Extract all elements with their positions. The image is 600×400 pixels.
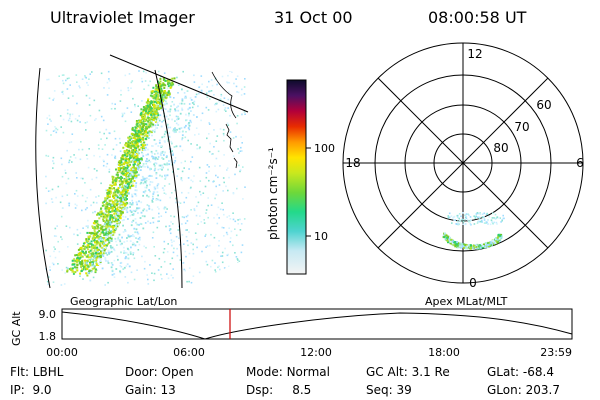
map-boundary-left (35, 67, 51, 289)
info-ip: IP: 9.0 (10, 383, 52, 397)
info-door: Door: Open (125, 365, 194, 379)
polar-aurora (442, 212, 505, 250)
altitude-axis-label: GC Alt (10, 311, 23, 346)
info-seq-value: 39 (396, 383, 412, 397)
mlt-label-12: 12 (467, 47, 482, 61)
info-gain-value: 13 (160, 383, 176, 397)
info-filter: Flt: LBHL (10, 365, 63, 379)
coastline (211, 71, 237, 119)
mlt-label-6: 6 (576, 156, 584, 170)
aurora-speckle (45, 70, 246, 287)
info-glon: GLon: 203.7 (487, 383, 560, 397)
geographic-image (35, 54, 249, 289)
coastline (225, 123, 238, 169)
info-glat-value: -68.4 (522, 365, 554, 379)
polar-axis-diagonal (377, 77, 549, 249)
info-mode: Mode: Normal (246, 365, 330, 379)
time-tick-1800: 18:00 (428, 346, 460, 359)
info-dsp: Dsp: 8.5 (246, 383, 311, 397)
info-gain-label: Gain: (125, 383, 157, 397)
info-glat: GLat: -68.4 (487, 365, 554, 379)
info-ip-label: IP: (10, 383, 25, 397)
colorbar-tick-label-100: 100 (314, 142, 335, 155)
instrument-title: Ultraviolet Imager (50, 8, 195, 27)
info-glon-label: GLon: (487, 383, 522, 397)
info-gc-alt-value: 3.1 Re (411, 365, 450, 379)
image-time: 08:00:58 UT (428, 8, 527, 27)
map-gridline (109, 54, 249, 113)
info-door-label: Door: (125, 365, 158, 379)
info-glon-value: 203.7 (525, 383, 560, 397)
info-filter-value: LBHL (32, 365, 64, 379)
time-tick-1200: 12:00 (300, 346, 332, 359)
info-gc-alt: GC Alt: 3.1 Re (366, 365, 450, 379)
colorbar-scale (286, 79, 307, 275)
info-filter-label: Flt: (10, 365, 29, 379)
info-dsp-value: 8.5 (292, 383, 312, 397)
time-tick-0600: 06:00 (173, 346, 205, 359)
colorbar: 100 10 photon cm⁻²s⁻¹ (266, 79, 335, 275)
info-seq-label: Seq: (366, 383, 393, 397)
polar-plot: 12 18 6 0 60 70 80 (342, 42, 584, 290)
time-tick-2359: 23:59 (540, 346, 572, 359)
time-tick-0000: 00:00 (46, 346, 78, 359)
mlt-label-0: 0 (469, 276, 477, 290)
altitude-plot: GC Alt 9.0 1.8 00:00 06:00 12:00 18:00 2… (10, 308, 573, 359)
mlat-label-60: 60 (536, 98, 551, 112)
colorbar-unit-label: photon cm⁻²s⁻¹ (266, 147, 280, 240)
altitude-curve (61, 311, 573, 340)
info-dsp-label: Dsp: (246, 383, 274, 397)
altitude-tick-max: 9.0 (39, 308, 57, 321)
info-door-value: Open (161, 365, 194, 379)
info-seq: Seq: 39 (366, 383, 412, 397)
info-ip-value: 9.0 (32, 383, 52, 397)
info-gc-alt-label: GC Alt: (366, 365, 408, 379)
altitude-frame (61, 308, 573, 340)
apex-caption: Apex MLat/MLT (425, 295, 508, 308)
info-mode-value: Normal (286, 365, 330, 379)
info-gain: Gain: 13 (125, 383, 176, 397)
map-gridline (154, 69, 183, 289)
info-mode-label: Mode: (246, 365, 283, 379)
geographic-caption: Geographic Lat/Lon (70, 295, 177, 308)
image-date: 31 Oct 00 (274, 8, 353, 27)
altitude-tick-min: 1.8 (39, 330, 57, 343)
colorbar-tick-label-10: 10 (314, 230, 328, 243)
mlat-label-80: 80 (493, 141, 508, 155)
mlt-label-18: 18 (345, 156, 360, 170)
mlat-label-70: 70 (514, 120, 529, 134)
info-glat-label: GLat: (487, 365, 520, 379)
